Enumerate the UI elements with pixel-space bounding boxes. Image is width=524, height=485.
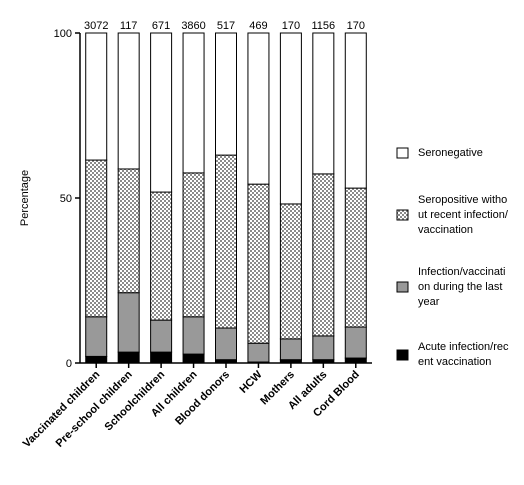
sample-size: 3860	[181, 20, 205, 32]
legend-swatch	[396, 281, 409, 293]
bar-segment	[182, 172, 205, 318]
bar-segment	[150, 319, 173, 353]
bar-segment	[150, 191, 173, 321]
bar-segment	[279, 32, 302, 205]
bar-segment	[215, 32, 237, 156]
sample-size: 3072	[84, 20, 108, 32]
legend-label: Seropositive without recent infection/va…	[418, 193, 508, 236]
bar-segment	[312, 335, 335, 361]
bar-segment	[182, 316, 205, 355]
legend-swatch	[396, 147, 409, 159]
bar-segment	[182, 353, 205, 364]
bar-segment	[312, 173, 335, 337]
bar-segment	[117, 168, 140, 294]
legend-label: Acute infection/recent vaccination	[418, 341, 509, 368]
y-tick-label: 100	[54, 28, 72, 40]
bar-segment	[85, 355, 108, 364]
legend-swatch	[396, 349, 409, 361]
bar-segment	[247, 342, 270, 363]
sample-size: 671	[152, 20, 170, 32]
sample-size: 1156	[312, 20, 336, 32]
bar-segment	[247, 183, 270, 344]
bar-segment	[344, 32, 367, 189]
bar-segment	[85, 159, 108, 318]
bar-segment	[150, 351, 173, 364]
bar-segment	[247, 32, 270, 185]
bar-segment	[344, 326, 367, 359]
legend-label: Seronegative	[418, 146, 483, 159]
bar-segment	[215, 327, 237, 361]
bar-segment	[215, 154, 237, 329]
bar-segment	[85, 316, 108, 357]
legend-label: Infection/vaccination during the last ye…	[418, 265, 506, 308]
bar-segment	[279, 338, 302, 361]
y-tick-label: 0	[66, 358, 72, 370]
bar-segment	[117, 32, 140, 170]
bar-segment	[150, 32, 173, 193]
y-tick-label: 50	[60, 193, 72, 205]
bar-segment	[312, 32, 335, 175]
bar-segment	[182, 32, 205, 174]
sample-size: 517	[217, 20, 235, 32]
sample-size: 469	[249, 20, 267, 32]
y-axis-label: Percentage	[19, 170, 31, 226]
sample-size: 170	[282, 20, 300, 32]
bar-segment	[85, 32, 108, 161]
bar-segment	[344, 187, 367, 328]
bar-segment	[117, 292, 140, 353]
legend-swatch	[396, 209, 409, 221]
bar-segment	[344, 357, 367, 364]
sample-size: 170	[347, 20, 365, 32]
bar-segment	[279, 203, 302, 340]
bar-segment	[117, 351, 140, 364]
sample-size: 117	[120, 20, 138, 32]
x-tick-label: HCW	[237, 368, 264, 395]
